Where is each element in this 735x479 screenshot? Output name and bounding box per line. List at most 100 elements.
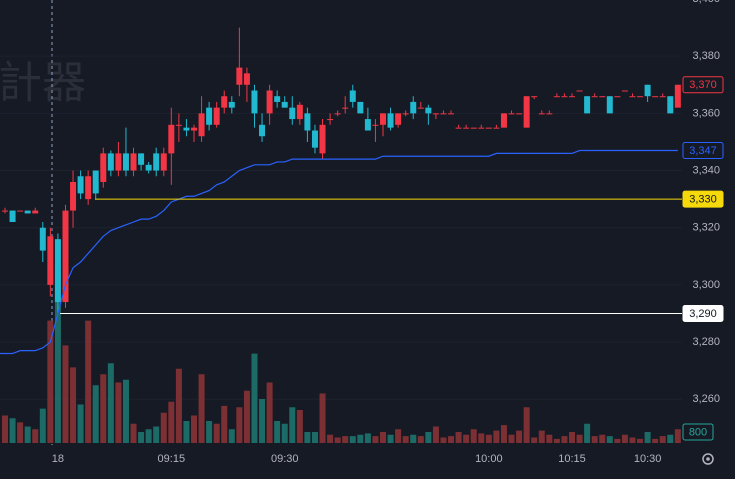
candle-body [425, 107, 432, 114]
volume-bar [243, 390, 250, 443]
candle-body [54, 239, 61, 303]
y-tick-label: 3,300 [692, 279, 720, 291]
volume-bar [191, 415, 197, 443]
volume-bar [9, 418, 16, 443]
volume-bar [629, 437, 636, 443]
volume-bar [175, 368, 182, 443]
candle-body [311, 130, 318, 148]
candle-body [591, 96, 598, 98]
volume-bar [115, 382, 122, 443]
candle-body [100, 153, 107, 182]
volume-bar [372, 436, 379, 443]
candle-body [85, 176, 92, 200]
volume-bar [266, 382, 273, 443]
plot: 3,260 3,280 3,300 3,320 3,340 3,360 3,380 3,400… [0, 0, 724, 465]
volume-bar [508, 434, 515, 443]
candle-body [523, 96, 530, 128]
volume-bar [39, 408, 46, 443]
volume-bar [107, 363, 114, 443]
candle-body [402, 113, 409, 115]
volume-bar [674, 429, 681, 443]
volume-bar [32, 429, 39, 443]
volume-bar [432, 426, 439, 443]
candle-body [667, 96, 674, 114]
volume-bar [2, 415, 8, 443]
candle-body [9, 210, 16, 222]
volume-bar [236, 407, 243, 443]
candle-body [372, 124, 379, 126]
settings-ring [702, 453, 714, 465]
volume-bar [523, 407, 530, 443]
candle-body [455, 127, 462, 129]
candle-body [493, 127, 500, 129]
price-label-box [682, 76, 724, 94]
volume-bar [448, 436, 455, 443]
volume-bar [198, 374, 205, 443]
volume-bar [281, 423, 288, 443]
volume-bar [311, 432, 318, 443]
candle-body [652, 96, 659, 98]
x-tick-label: 10:00 [475, 453, 503, 465]
candle-body [47, 236, 54, 285]
volume-bar [546, 434, 553, 443]
y-tick-label: 3,400 [692, 0, 720, 5]
candle-body [17, 210, 24, 212]
volume-bar [485, 434, 492, 443]
candle-body [417, 107, 424, 109]
candle-body [115, 153, 122, 171]
volume-bar [500, 425, 507, 443]
volume-bar [470, 429, 477, 443]
volume-bar [130, 423, 137, 443]
candle-body [440, 113, 447, 115]
volume-bar [417, 436, 424, 443]
candle-body [289, 107, 296, 120]
candle-body [191, 127, 197, 131]
candle-body [553, 96, 560, 98]
candle-body [138, 153, 145, 165]
vwap-line [0, 149, 678, 355]
candle-body [584, 96, 591, 114]
volume-bar [402, 436, 409, 443]
candle-body [629, 96, 636, 98]
volume-bar [168, 401, 175, 443]
price-label-box [682, 142, 724, 160]
candle-body [448, 113, 455, 115]
settings-dot [706, 457, 710, 461]
price-label: 3,347 [689, 145, 717, 157]
candle-body [342, 107, 349, 109]
y-tick-label: 3,260 [692, 393, 720, 405]
settings-icon[interactable] [702, 453, 714, 465]
candle-body [32, 210, 39, 214]
candle-body [206, 107, 213, 125]
volume-bar [667, 434, 674, 443]
volume-bar [206, 421, 213, 443]
candle-body [364, 119, 371, 131]
candle-body [251, 90, 258, 114]
candle-body [508, 113, 515, 115]
candle-body [546, 113, 553, 115]
candle-body [485, 127, 492, 129]
volume-bar [591, 436, 598, 443]
price-label: 3,330 [689, 194, 717, 206]
candle-body [296, 104, 303, 120]
candle-body [62, 210, 69, 303]
candle-body [122, 153, 129, 171]
volume-bar [334, 437, 341, 443]
candle-body [221, 96, 228, 108]
y-tick-label: 3,280 [692, 336, 720, 348]
candle-body [637, 96, 644, 98]
candle-body [606, 96, 613, 114]
volume-bar [652, 438, 659, 443]
candle-body [463, 127, 470, 129]
x-tick-label: 10:30 [634, 453, 662, 465]
volume-bar [274, 421, 281, 443]
volume-bar [153, 426, 160, 443]
candle-body [432, 113, 439, 115]
volume-bar [349, 436, 356, 443]
candle-body [153, 153, 160, 171]
volume-bar [327, 434, 334, 443]
volume-bar [410, 434, 417, 443]
volume-bar [17, 422, 24, 443]
volume-bar [637, 438, 644, 443]
